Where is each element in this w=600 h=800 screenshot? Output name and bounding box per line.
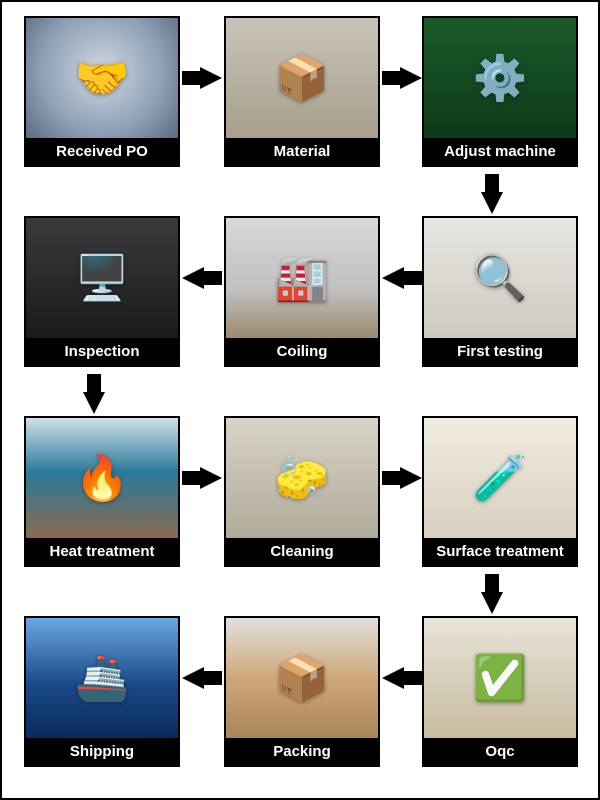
step-received-po: 🤝 Received PO bbox=[24, 16, 180, 167]
step-first-testing: 🔍 First testing bbox=[422, 216, 578, 367]
step-image-surface-treatment: 🧪 bbox=[424, 418, 576, 538]
step-image-heat-treatment: 🔥 bbox=[26, 418, 178, 538]
step-label-oqc: Oqc bbox=[424, 738, 576, 765]
step-label-heat-treatment: Heat treatment bbox=[26, 538, 178, 565]
first-testing-icon: 🔍 bbox=[473, 252, 528, 304]
step-shipping: 🚢 Shipping bbox=[24, 616, 180, 767]
arrow-coiling-to-inspection bbox=[182, 267, 222, 289]
step-surface-treatment: 🧪 Surface treatment bbox=[422, 416, 578, 567]
received-po-icon: 🤝 bbox=[75, 52, 130, 104]
arrow-heat-treatment-to-cleaning bbox=[182, 467, 222, 489]
material-icon: 📦 bbox=[275, 52, 330, 104]
step-label-material: Material bbox=[226, 138, 378, 165]
cleaning-icon: 🧽 bbox=[275, 452, 330, 504]
arrow-adjust-machine-to-first-testing bbox=[481, 174, 503, 214]
step-adjust-machine: ⚙️ Adjust machine bbox=[422, 16, 578, 167]
step-image-material: 📦 bbox=[226, 18, 378, 138]
surface-treatment-icon: 🧪 bbox=[473, 452, 528, 504]
step-oqc: ✅ Oqc bbox=[422, 616, 578, 767]
step-label-received-po: Received PO bbox=[26, 138, 178, 165]
inspection-icon: 🖥️ bbox=[75, 252, 130, 304]
step-image-inspection: 🖥️ bbox=[26, 218, 178, 338]
step-image-received-po: 🤝 bbox=[26, 18, 178, 138]
step-label-shipping: Shipping bbox=[26, 738, 178, 765]
coiling-icon: 🏭 bbox=[275, 252, 330, 304]
step-coiling: 🏭 Coiling bbox=[224, 216, 380, 367]
arrow-surface-treatment-to-oqc bbox=[481, 574, 503, 614]
arrow-received-po-to-material bbox=[182, 67, 222, 89]
step-label-adjust-machine: Adjust machine bbox=[424, 138, 576, 165]
shipping-icon: 🚢 bbox=[75, 652, 130, 704]
step-heat-treatment: 🔥 Heat treatment bbox=[24, 416, 180, 567]
arrow-oqc-to-packing bbox=[382, 667, 422, 689]
step-label-inspection: Inspection bbox=[26, 338, 178, 365]
step-image-oqc: ✅ bbox=[424, 618, 576, 738]
step-image-adjust-machine: ⚙️ bbox=[424, 18, 576, 138]
step-cleaning: 🧽 Cleaning bbox=[224, 416, 380, 567]
step-label-first-testing: First testing bbox=[424, 338, 576, 365]
heat-treatment-icon: 🔥 bbox=[75, 452, 130, 504]
packing-icon: 📦 bbox=[275, 652, 330, 704]
step-label-packing: Packing bbox=[226, 738, 378, 765]
step-label-cleaning: Cleaning bbox=[226, 538, 378, 565]
arrow-packing-to-shipping bbox=[182, 667, 222, 689]
arrow-inspection-to-heat-treatment bbox=[83, 374, 105, 414]
oqc-icon: ✅ bbox=[473, 652, 528, 704]
step-image-shipping: 🚢 bbox=[26, 618, 178, 738]
step-label-surface-treatment: Surface treatment bbox=[424, 538, 576, 565]
step-material: 📦 Material bbox=[224, 16, 380, 167]
step-label-coiling: Coiling bbox=[226, 338, 378, 365]
step-image-first-testing: 🔍 bbox=[424, 218, 576, 338]
step-image-cleaning: 🧽 bbox=[226, 418, 378, 538]
adjust-machine-icon: ⚙️ bbox=[473, 52, 528, 104]
step-inspection: 🖥️ Inspection bbox=[24, 216, 180, 367]
arrow-material-to-adjust-machine bbox=[382, 67, 422, 89]
step-image-coiling: 🏭 bbox=[226, 218, 378, 338]
arrow-cleaning-to-surface-treatment bbox=[382, 467, 422, 489]
step-packing: 📦 Packing bbox=[224, 616, 380, 767]
arrow-first-testing-to-coiling bbox=[382, 267, 422, 289]
step-image-packing: 📦 bbox=[226, 618, 378, 738]
